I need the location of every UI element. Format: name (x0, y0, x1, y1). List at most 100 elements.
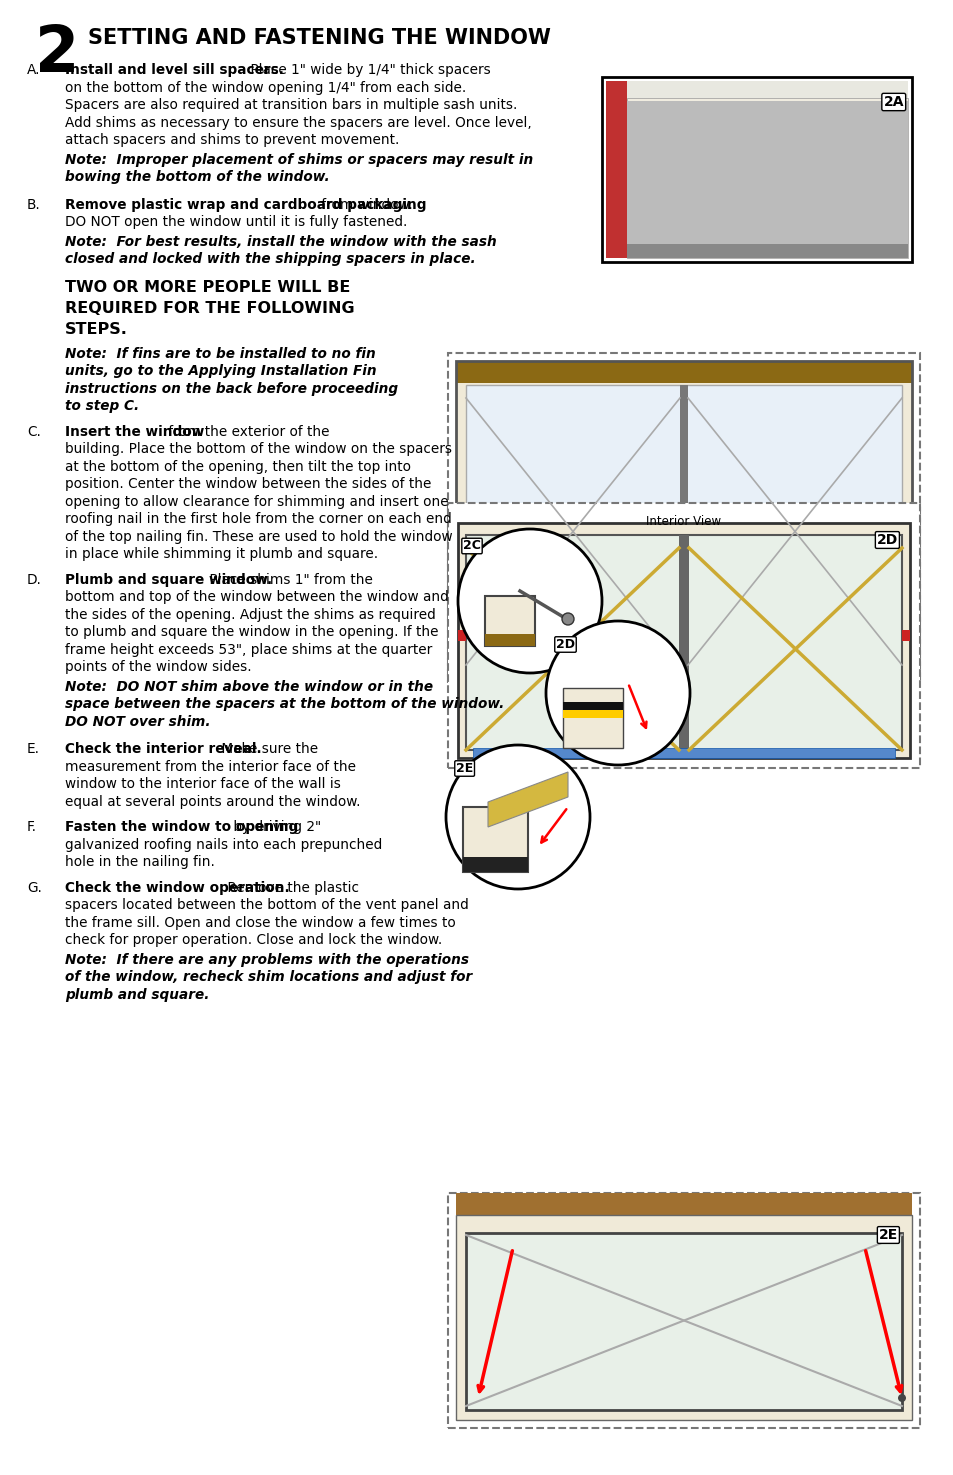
Bar (484, 634, 535, 646)
Bar (679, 385, 687, 665)
Text: D.: D. (27, 572, 42, 587)
Text: REQUIRED FOR THE FOLLOWING: REQUIRED FOR THE FOLLOWING (65, 301, 355, 316)
Text: Remove the plastic: Remove the plastic (223, 881, 358, 894)
Text: Note:  DO NOT shim above the window or in the: Note: DO NOT shim above the window or in… (65, 680, 433, 693)
Bar (473, 748, 894, 758)
FancyBboxPatch shape (626, 243, 907, 258)
Text: closed and locked with the shipping spacers in place.: closed and locked with the shipping spac… (65, 252, 476, 266)
Text: bowing the bottom of the window.: bowing the bottom of the window. (65, 170, 330, 184)
Text: check for proper operation. Close and lock the window.: check for proper operation. Close and lo… (65, 934, 442, 947)
FancyBboxPatch shape (626, 97, 907, 258)
Text: space between the spacers at the bottom of the window.: space between the spacers at the bottom … (65, 698, 504, 711)
Bar (901, 630, 909, 642)
Text: equal at several points around the window.: equal at several points around the windo… (65, 795, 360, 808)
Circle shape (545, 621, 689, 766)
Bar (457, 630, 465, 642)
Text: Plumb and square window.: Plumb and square window. (65, 572, 272, 587)
Text: roofing nail in the first hole from the corner on each end: roofing nail in the first hole from the … (65, 512, 452, 527)
Text: the frame sill. Open and close the window a few times to: the frame sill. Open and close the windo… (65, 916, 456, 929)
Text: opening to allow clearance for shimming and insert one: opening to allow clearance for shimming … (65, 494, 448, 509)
Text: Fasten the window to opening: Fasten the window to opening (65, 820, 298, 833)
Text: on the bottom of the window opening 1/4" from each side.: on the bottom of the window opening 1/4"… (65, 81, 466, 94)
Bar (456, 361, 911, 676)
Text: Check the window operation.: Check the window operation. (65, 881, 290, 894)
Bar (462, 807, 527, 872)
Text: from the exterior of the: from the exterior of the (164, 425, 330, 438)
Circle shape (457, 530, 601, 673)
Text: Make sure the: Make sure the (217, 742, 318, 757)
Bar (465, 1233, 901, 1410)
Bar (562, 709, 622, 718)
Text: bottom and top of the window between the window and: bottom and top of the window between the… (65, 590, 448, 603)
Text: Note:  For best results, install the window with the sash: Note: For best results, install the wind… (65, 235, 497, 248)
Text: the sides of the opening. Adjust the shims as required: the sides of the opening. Adjust the shi… (65, 608, 436, 621)
Text: Note:  If fins are to be installed to no fin: Note: If fins are to be installed to no … (65, 347, 375, 360)
Text: SETTING AND FASTENING THE WINDOW: SETTING AND FASTENING THE WINDOW (88, 28, 550, 49)
Text: galvanized roofing nails into each prepunched: galvanized roofing nails into each prepu… (65, 838, 382, 851)
Text: Interior View: Interior View (646, 515, 720, 528)
Bar (448, 1193, 919, 1428)
Text: attach spacers and shims to prevent movement.: attach spacers and shims to prevent move… (65, 133, 399, 148)
Text: at the bottom of the opening, then tilt the top into: at the bottom of the opening, then tilt … (65, 460, 411, 473)
FancyBboxPatch shape (605, 81, 907, 258)
Bar (448, 353, 919, 683)
Text: Place shims 1" from the: Place shims 1" from the (205, 572, 373, 587)
Text: TWO OR MORE PEOPLE WILL BE: TWO OR MORE PEOPLE WILL BE (65, 279, 350, 295)
Text: Add shims as necessary to ensure the spacers are level. Once level,: Add shims as necessary to ensure the spa… (65, 115, 531, 130)
Text: points of the window sides.: points of the window sides. (65, 659, 252, 674)
Text: Check the interior reveal.: Check the interior reveal. (65, 742, 261, 757)
Bar (562, 702, 622, 709)
Bar (457, 524, 909, 758)
FancyBboxPatch shape (605, 81, 626, 258)
Text: to plumb and square the window in the opening. If the: to plumb and square the window in the op… (65, 625, 438, 639)
Bar (679, 535, 688, 749)
Text: 2: 2 (35, 24, 79, 86)
Bar (462, 857, 527, 872)
Text: 2C: 2C (462, 540, 480, 553)
Text: frame height exceeds 53", place shims at the quarter: frame height exceeds 53", place shims at… (65, 643, 432, 656)
Text: measurement from the interior face of the: measurement from the interior face of th… (65, 760, 355, 773)
Text: Note:  Improper placement of shims or spacers may result in: Note: Improper placement of shims or spa… (65, 152, 533, 167)
Text: 2D: 2D (556, 639, 575, 650)
Text: C.: C. (27, 425, 41, 438)
Text: from window.: from window. (316, 198, 412, 211)
Text: window to the interior face of the wall is: window to the interior face of the wall … (65, 777, 340, 791)
Text: 2E: 2E (456, 763, 473, 774)
Bar (456, 361, 911, 676)
Bar (465, 385, 901, 665)
Text: 2A: 2A (882, 94, 903, 109)
Bar (456, 361, 911, 384)
Text: to step C.: to step C. (65, 400, 139, 413)
Text: Insert the window: Insert the window (65, 425, 204, 438)
Bar (456, 1193, 911, 1215)
Text: instructions on the back before proceeding: instructions on the back before proceedi… (65, 382, 397, 395)
Circle shape (897, 1394, 905, 1403)
FancyBboxPatch shape (601, 77, 911, 263)
Text: in place while shimming it plumb and square.: in place while shimming it plumb and squ… (65, 547, 377, 560)
Polygon shape (488, 771, 567, 827)
Text: hole in the nailing fin.: hole in the nailing fin. (65, 855, 214, 869)
Text: DO NOT over shim.: DO NOT over shim. (65, 714, 211, 729)
Text: STEPS.: STEPS. (65, 322, 128, 336)
Text: by driving 2": by driving 2" (229, 820, 320, 833)
Text: spacers located between the bottom of the vent panel and: spacers located between the bottom of th… (65, 898, 468, 912)
Text: Remove plastic wrap and cardboard packaging: Remove plastic wrap and cardboard packag… (65, 198, 426, 211)
Text: plumb and square.: plumb and square. (65, 987, 209, 1002)
Text: of the top nailing fin. These are used to hold the window: of the top nailing fin. These are used t… (65, 530, 452, 543)
Text: position. Center the window between the sides of the: position. Center the window between the … (65, 476, 431, 491)
Text: 2E: 2E (878, 1229, 897, 1242)
Text: 2D: 2D (876, 532, 897, 547)
Text: Place 1" wide by 1/4" thick spacers: Place 1" wide by 1/4" thick spacers (246, 63, 491, 77)
Bar (456, 1215, 911, 1420)
Text: F.: F. (27, 820, 37, 833)
Bar (484, 596, 535, 646)
Text: G.: G. (27, 881, 42, 894)
Bar (448, 503, 919, 768)
Text: building. Place the bottom of the window on the spacers: building. Place the bottom of the window… (65, 442, 452, 456)
Circle shape (561, 614, 574, 625)
Text: E.: E. (27, 742, 40, 757)
Bar (465, 535, 901, 749)
Bar (562, 687, 622, 748)
Circle shape (446, 745, 589, 889)
Text: B.: B. (27, 198, 41, 211)
